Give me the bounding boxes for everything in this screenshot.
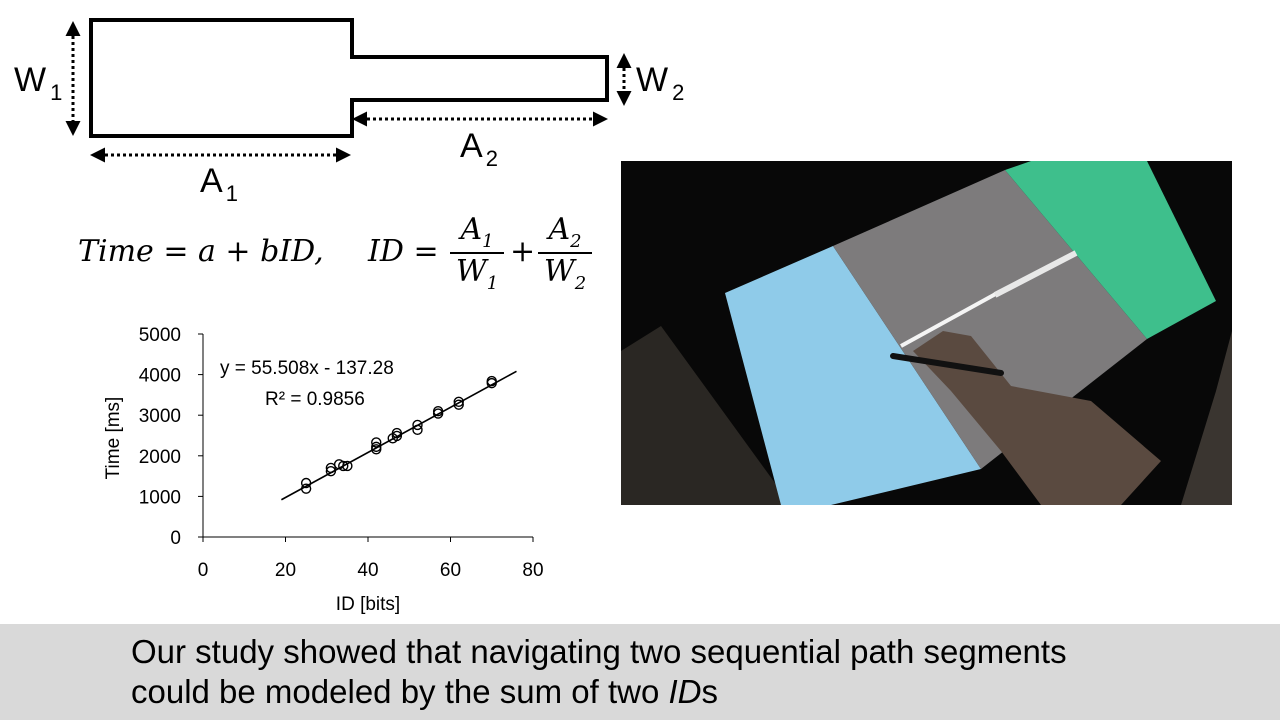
caption-line-2-prefix: could be modeled by the sum of two: [131, 673, 669, 710]
data-point: [391, 430, 403, 442]
data-point: [412, 424, 423, 436]
r-squared-label: R² = 0.9856: [265, 389, 365, 410]
table-edge-right: [1181, 331, 1232, 505]
wide-path-segment: [993, 250, 1078, 298]
x-tick-label: 80: [522, 560, 543, 581]
fraction-a2-w2: A2 W2: [536, 212, 594, 294]
tabletop-stylus-photo: [621, 161, 1232, 505]
caption-line-1: Our study showed that navigating two seq…: [131, 633, 1067, 670]
caption-bar: Our study showed that navigating two seq…: [0, 624, 1280, 720]
data-point: [486, 377, 497, 389]
equation-id-eq: ID =: [368, 234, 439, 269]
x-tick-label: 0: [198, 560, 209, 581]
regression-equation: y = 55.508x - 137.28: [220, 358, 394, 379]
regression-line: [280, 370, 517, 501]
y-tick-label: 1000: [139, 487, 181, 508]
caption-line-2-suffix: s: [701, 673, 718, 710]
data-point: [453, 399, 464, 410]
steering-law-equation: Time = a + bID, ID = A1 W1 + A2 W2: [78, 212, 618, 302]
gray-path-panel: [833, 170, 1147, 469]
x-tick-label: 20: [275, 560, 296, 581]
table-edge-left: [621, 326, 791, 505]
y-tick-label: 5000: [139, 325, 181, 346]
equation-lhs: Time = a + bID,: [78, 234, 324, 269]
data-point: [453, 396, 464, 408]
data-point: [325, 466, 337, 477]
x-tick-label: 60: [440, 560, 461, 581]
narrow-path-segment: [900, 289, 1002, 348]
y-tick-label: 3000: [139, 406, 181, 427]
green-target-panel: [1005, 161, 1216, 339]
data-point: [371, 444, 382, 455]
data-point: [338, 460, 349, 472]
data-point: [371, 437, 382, 448]
data-point: [342, 460, 353, 472]
chart-ylabel: Time [ms]: [103, 397, 124, 480]
data-point: [300, 477, 312, 489]
data-point: [432, 408, 444, 419]
x-tick-label: 40: [357, 560, 378, 581]
data-point: [412, 419, 423, 431]
hand: [913, 331, 1161, 505]
time-vs-id-scatter-chart: 0 20 40 60 80 0 1000 2000 3000 4000 5000 ID [bits]…: [103, 325, 544, 615]
y-tick-label: 4000: [139, 366, 181, 387]
data-point: [391, 427, 403, 439]
caption-text: Our study showed that navigating two seq…: [131, 632, 1251, 712]
fraction-a1-w1: A1 W1: [448, 212, 506, 294]
y-tick-label: 2000: [139, 447, 181, 468]
data-point: [325, 462, 337, 474]
blue-start-panel: [725, 246, 981, 505]
path-outline: [89, 18, 609, 138]
y-tick-label: 0: [170, 528, 181, 549]
equation-plus: +: [510, 234, 536, 269]
caption-line-2-id: ID: [668, 673, 702, 710]
stylus: [890, 353, 1004, 376]
data-point: [300, 483, 312, 494]
chart-xlabel: ID [bits]: [336, 594, 400, 615]
